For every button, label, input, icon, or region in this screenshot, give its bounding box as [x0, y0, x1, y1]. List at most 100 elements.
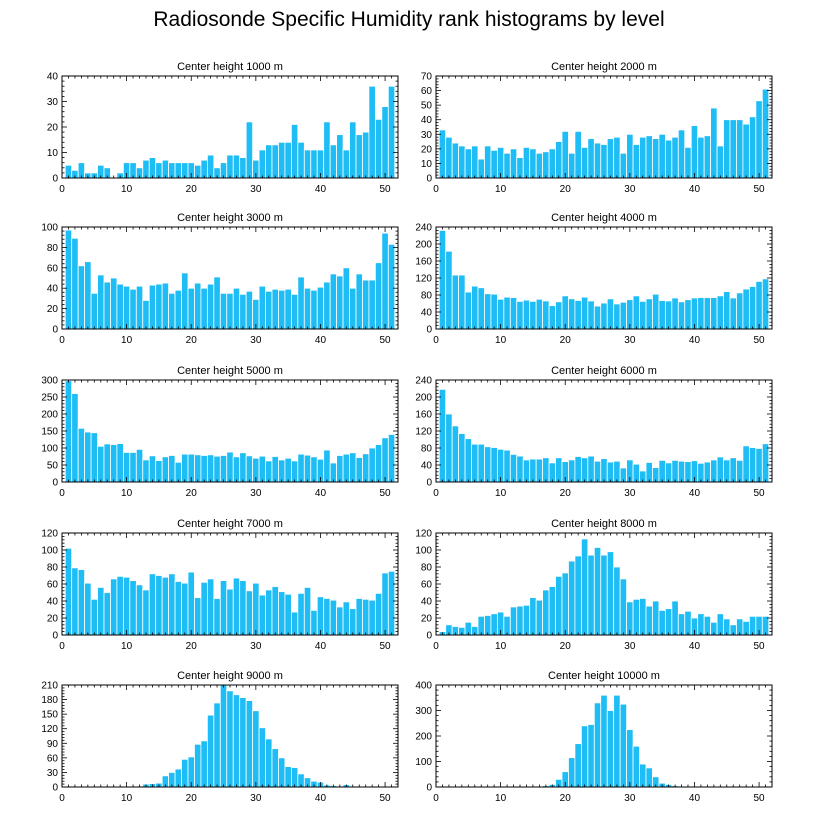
x-tick-label: 20: [560, 641, 572, 652]
histogram-bar: [484, 615, 492, 636]
histogram-bar: [555, 457, 563, 483]
histogram-bar: [226, 292, 234, 330]
histogram-bar: [168, 292, 176, 330]
x-tick-label: 40: [315, 488, 327, 499]
histogram-bar: [522, 604, 531, 636]
histogram-bar: [697, 297, 705, 330]
histogram-bar: [516, 605, 524, 636]
histogram-bar: [522, 299, 531, 330]
histogram-bar: [529, 597, 537, 636]
histogram-bar: [148, 573, 157, 636]
x-tick-label: 30: [624, 793, 636, 804]
histogram-bar: [755, 100, 763, 179]
histogram-bar: [303, 454, 312, 483]
histogram-bar: [639, 598, 647, 636]
y-tick-label: 0: [52, 783, 58, 794]
histogram-bar: [381, 106, 389, 179]
histogram-bar: [509, 297, 518, 330]
histogram-bar: [542, 589, 550, 636]
histogram-bar: [245, 590, 254, 636]
histogram-bar: [593, 460, 602, 483]
panel-title: Center height 2000 m: [551, 61, 657, 73]
histogram-bar: [239, 697, 247, 788]
histogram-bar: [226, 588, 234, 636]
histogram-bar: [684, 461, 692, 483]
histogram-bar: [710, 297, 718, 330]
histogram-bar: [574, 555, 582, 636]
x-tick-label: 50: [754, 793, 766, 804]
histogram-bar: [161, 159, 170, 179]
histogram-bar: [226, 154, 234, 179]
histogram-bar: [535, 599, 544, 636]
histogram-bar: [181, 453, 189, 483]
histogram-bar: [174, 768, 182, 788]
histogram-bar: [587, 300, 595, 330]
histogram-bar: [368, 279, 376, 330]
histogram-bar: [755, 280, 763, 330]
histogram-bar: [593, 547, 602, 636]
histogram-bar: [742, 288, 750, 330]
x-tick-label: 50: [754, 184, 766, 195]
histogram-bar: [265, 144, 273, 179]
histogram-bar: [187, 287, 195, 330]
y-tick-label: 120: [415, 529, 432, 540]
histogram-bar: [271, 456, 279, 483]
histogram-bar: [477, 615, 485, 636]
histogram-bar: [542, 300, 550, 330]
histogram-bar: [600, 694, 608, 788]
x-tick-label: 10: [495, 488, 507, 499]
y-tick-label: 300: [415, 706, 432, 717]
histogram-bar: [593, 305, 602, 330]
histogram-bar: [355, 134, 363, 179]
histogram-bar: [445, 250, 453, 330]
histogram-bar: [271, 586, 279, 636]
histogram-bar: [387, 85, 396, 179]
x-tick-label: 30: [624, 184, 636, 195]
histogram-bar: [613, 136, 621, 179]
histogram-bar: [271, 144, 279, 179]
histogram-bar: [219, 455, 228, 483]
panel-7: Center height 7000 m 0 10 20 30 40 50 0 20 40 60 80…: [41, 518, 399, 652]
histogram-bar: [368, 447, 376, 483]
panel-2: Center height 2000 m 0 10 20 30 40 50 0 10 20 30 40…: [421, 61, 773, 195]
histogram-bar: [103, 281, 111, 330]
y-tick-label: 80: [47, 563, 59, 574]
x-tick-label: 10: [495, 335, 507, 346]
histogram-bar: [239, 452, 247, 483]
histogram-bar: [723, 291, 731, 330]
histogram-bar: [122, 576, 131, 636]
histogram-bar: [542, 457, 550, 483]
histogram-bar: [632, 745, 640, 788]
histogram-bar: [619, 578, 628, 636]
histogram-bar: [464, 148, 472, 179]
histogram-bar: [245, 455, 254, 483]
y-tick-label: 0: [52, 325, 58, 336]
histogram-bar: [310, 456, 318, 483]
x-tick-label: 20: [186, 335, 198, 346]
histogram-bar: [652, 138, 660, 179]
histogram-bar: [516, 455, 524, 483]
histogram-bar: [613, 303, 621, 330]
x-tick-label: 10: [121, 793, 133, 804]
histogram-bar: [664, 462, 673, 483]
histogram-bar: [116, 575, 124, 636]
histogram-bar: [97, 445, 105, 483]
histogram-bar: [652, 293, 660, 330]
y-tick-label: 40: [421, 308, 433, 319]
y-tick-label: 100: [41, 546, 58, 557]
histogram-bar: [278, 289, 286, 330]
histogram-bar: [316, 286, 325, 330]
histogram-bar: [529, 148, 537, 179]
x-tick-label: 30: [250, 641, 262, 652]
histogram-bar: [232, 694, 241, 788]
histogram-bar: [245, 700, 254, 788]
y-tick-label: 200: [415, 393, 432, 404]
histogram-bar: [303, 149, 312, 179]
histogram-bar: [761, 88, 770, 179]
histogram-bar: [710, 459, 718, 483]
histogram-bar: [284, 141, 292, 179]
histogram-bar: [213, 276, 221, 330]
histogram-bar: [362, 131, 370, 179]
histogram-bar: [568, 459, 576, 483]
